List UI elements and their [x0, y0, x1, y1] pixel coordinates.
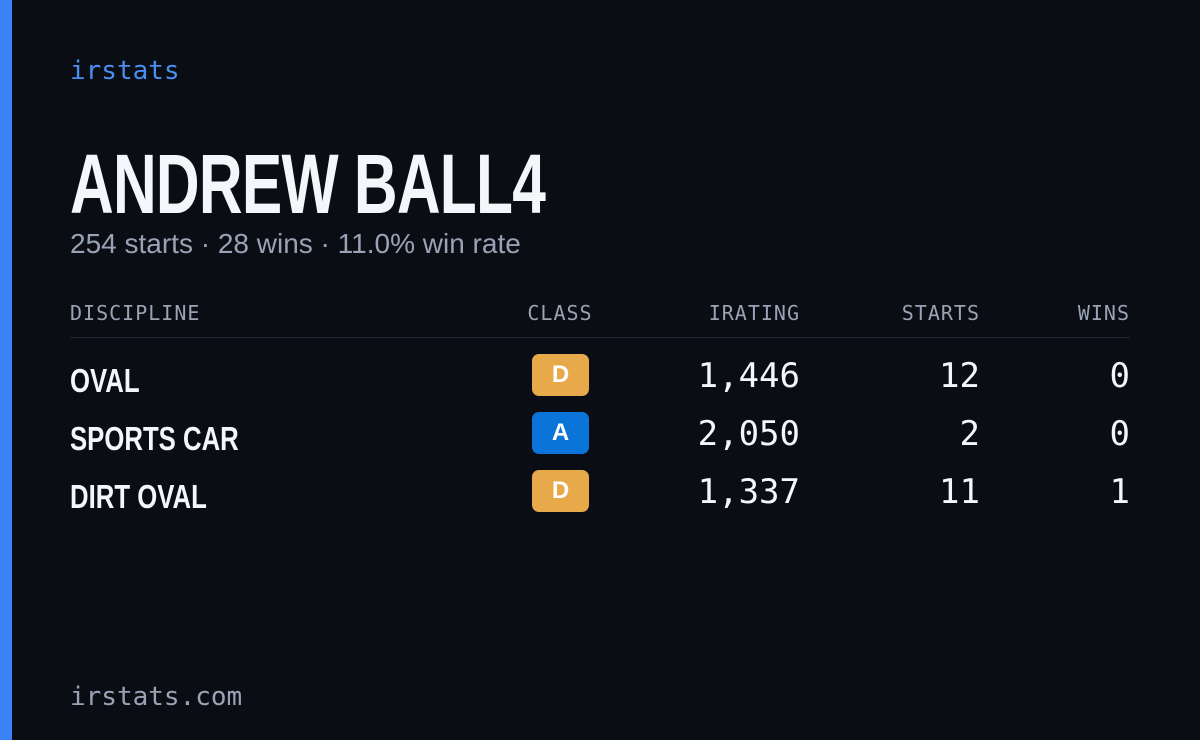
class-badge: D	[532, 470, 589, 512]
irating: 1,446	[697, 356, 800, 396]
discipline: DIRT OVAL	[70, 478, 207, 515]
player-name: ANDREW BALL4	[70, 137, 546, 231]
summary: 254 starts · 28 wins · 11.0% win rate	[70, 228, 521, 259]
column-header: DISCIPLINE	[70, 301, 201, 325]
column-header: CLASS	[527, 301, 593, 325]
discipline: OVAL	[70, 362, 140, 399]
footer-url: irstats.com	[70, 682, 243, 712]
wins: 0	[1109, 414, 1130, 454]
wins: 1	[1109, 472, 1130, 512]
accent-bar	[0, 0, 12, 740]
irating: 1,337	[697, 472, 800, 512]
starts: 12	[939, 356, 980, 396]
column-header: WINS	[1077, 301, 1130, 325]
wins: 0	[1109, 356, 1130, 396]
irating: 2,050	[697, 414, 800, 454]
starts: 2	[959, 414, 980, 454]
column-header: IRATING	[708, 301, 800, 325]
column-header: STARTS	[901, 301, 980, 325]
starts: 11	[939, 472, 980, 512]
class-badge: A	[532, 412, 589, 454]
brand: irstats	[70, 56, 180, 86]
class-badge: D	[532, 354, 589, 396]
discipline: SPORTS CAR	[70, 420, 239, 457]
header-rule	[70, 337, 1130, 338]
